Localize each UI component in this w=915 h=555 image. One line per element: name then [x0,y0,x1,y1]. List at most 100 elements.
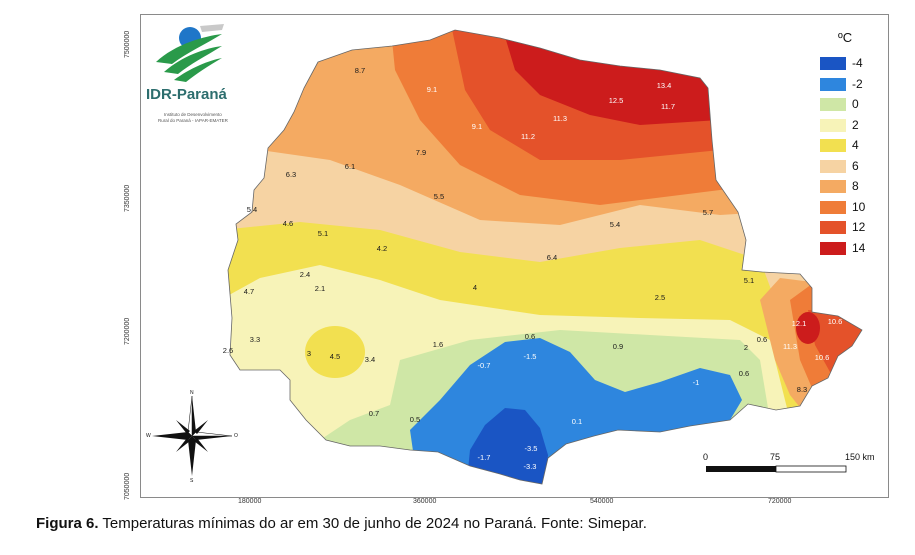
legend-label: -4 [852,56,863,70]
station-value-label: 9.1 [427,85,437,94]
station-value-label: 2 [744,343,748,352]
station-value-label: 8.3 [797,385,807,394]
compass-n: N [190,390,194,396]
station-value-label: 12.1 [792,319,807,328]
station-value-label: 11.3 [553,114,567,123]
station-value-label: 12.5 [609,96,624,105]
legend-swatch [820,180,846,193]
station-value-label: 4.6 [283,219,293,228]
legend-item: 14 [820,239,880,256]
legend-swatch [820,77,846,91]
station-value-label: 5.1 [318,229,328,238]
station-value-label: 4.7 [244,287,254,296]
station-value-label: -1 [693,378,700,387]
legend-label: 8 [852,179,859,193]
station-value-label: 5.4 [247,205,257,214]
legend-label: -2 [852,76,863,91]
caption-text: Temperaturas mínimas do ar em 30 de junh… [98,515,647,532]
scale-bar [706,465,847,473]
compass-e: O [234,433,238,439]
y-tick-label: 7050000 [124,472,131,500]
scale-label-75: 75 [770,452,781,462]
station-value-label: -1.5 [524,352,537,361]
station-value-label: 5.5 [434,192,444,201]
y-tick-label: 7500000 [124,30,131,58]
station-value-label: 2.4 [300,270,310,279]
logo-title: IDR-Paraná [146,86,227,103]
station-value-label: 5.7 [703,208,713,217]
legend-swatch [820,57,846,70]
legend-label: 0 [852,97,859,111]
station-value-label: 2.1 [315,284,325,293]
legend-item: -4 [820,54,880,71]
station-value-label: 6.4 [547,253,557,262]
x-tick-label: 180000 [238,498,262,505]
compass-s: S [190,478,194,484]
legend-item: 0 [820,95,880,112]
scale-label-150: 150 km [845,452,875,462]
legend-item: 2 [820,116,880,133]
station-value-label: 0.6 [525,332,535,341]
station-value-label: 13.4 [657,81,672,90]
station-value-label: 1.6 [433,340,443,349]
station-value-label: 8.7 [355,66,365,75]
legend-item: 8 [820,177,880,194]
legend-swatch [820,98,846,111]
station-value-label: 11.7 [661,102,675,111]
legend-item: -2 [820,75,880,92]
station-value-label: 0.6 [739,369,749,378]
station-value-label: 4.2 [377,244,387,253]
station-value-label: 0.6 [757,335,767,344]
y-tick-label: 7350000 [124,184,131,212]
station-value-label: 5.1 [744,276,754,285]
station-value-label: 4.5 [330,352,340,361]
station-value-label: 10.6 [828,317,843,326]
legend-swatch [820,159,846,173]
legend-swatch [820,200,846,214]
station-value-label: 7.9 [416,148,426,157]
station-value-label: 3.4 [365,355,375,364]
scale-label-0: 0 [703,452,709,462]
station-value-label: -1.7 [478,453,491,462]
logo-subtitle: Instituto de Desenvolvimento [164,112,222,117]
legend-label: 14 [852,240,866,255]
station-value-label: 4 [473,283,477,292]
x-tick-label: 720000 [768,498,792,505]
legend-title: ºC [838,30,853,45]
x-tick-label: 360000 [413,498,437,505]
legend-swatch [820,241,846,255]
station-value-label: 3 [307,349,311,358]
legend-label: 4 [852,138,859,152]
station-value-label: -0.7 [478,361,491,370]
station-value-label: -3.3 [524,462,537,471]
station-value-label: 11.3 [783,342,797,351]
x-tick-label: 540000 [590,498,614,505]
figure-caption: Figura 6. Temperaturas mínimas do ar em … [36,515,647,532]
station-value-label: -3.5 [525,444,538,453]
idr-logo-icon [156,24,224,82]
legend-label: 10 [852,199,866,214]
compass-w: W [146,433,151,439]
legend-label: 12 [852,220,866,234]
station-value-label: 6.3 [286,170,296,179]
station-value-label: 3.3 [250,335,260,344]
compass-rose-icon [152,395,233,476]
station-value-label: 0.1 [572,417,582,426]
legend-item: 10 [820,198,880,215]
station-value-label: 9.1 [472,122,482,131]
legend-item: 12 [820,218,880,235]
station-value-label: 6.1 [345,162,355,171]
station-value-label: 0.5 [410,415,420,424]
station-value-label: 5.4 [610,220,620,229]
legend-label: 2 [852,117,859,132]
legend-label: 6 [852,158,859,173]
legend-swatch [820,118,846,132]
station-value-label: 10.6 [815,353,830,362]
legend-item: 6 [820,157,880,174]
state-outline [227,29,863,485]
legend-item: 4 [820,136,880,153]
station-value-label: 11.2 [521,132,535,141]
station-value-label: 2.6 [223,346,233,355]
legend-swatch [820,221,846,234]
